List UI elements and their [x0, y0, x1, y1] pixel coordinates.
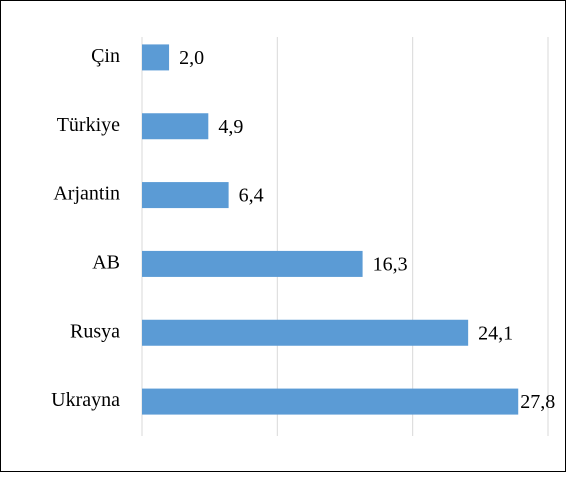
y-tick-label: Ukrayna: [51, 389, 120, 411]
y-tick-label: Rusya: [70, 320, 120, 342]
y-tick-label: AB: [92, 252, 120, 274]
bar: [142, 44, 170, 71]
bar: [142, 319, 469, 346]
data-label: 27,8: [520, 391, 555, 413]
data-label: 6,4: [239, 185, 264, 207]
bar: [142, 113, 209, 140]
data-label: 24,1: [478, 322, 513, 344]
y-tick-label: Arjantin: [53, 183, 120, 205]
data-label: 4,9: [218, 116, 243, 138]
data-label: 16,3: [373, 254, 408, 276]
y-tick-label: Çin: [91, 45, 120, 67]
bar: [142, 388, 519, 415]
y-tick-label: Türkiye: [57, 114, 120, 136]
data-label: 2,0: [179, 47, 204, 69]
bar: [142, 182, 229, 209]
bar: [142, 250, 363, 277]
